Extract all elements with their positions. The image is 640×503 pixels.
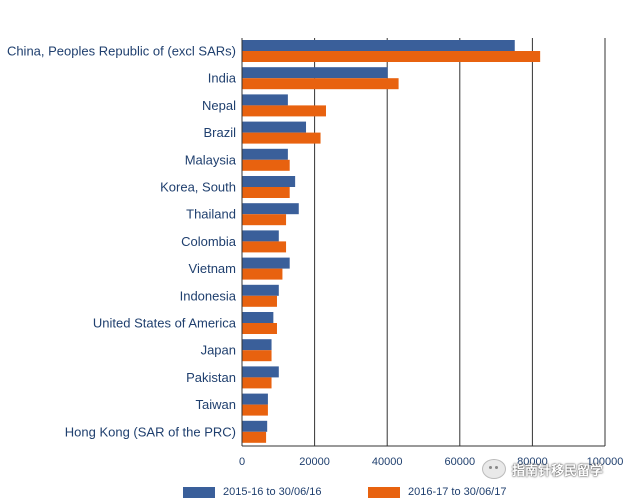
legend-item-series-2: 2016-17 to 30/06/17	[368, 486, 506, 498]
category-label: United States of America	[93, 316, 237, 331]
category-label: Korea, South	[160, 180, 236, 195]
watermark-text: 指南针移民留学	[512, 462, 604, 478]
legend-swatch-series-2	[368, 486, 400, 498]
bar-series-2	[242, 51, 541, 62]
bar-series-2	[242, 241, 287, 253]
bar-chart: China, Peoples Republic of (excl SARs) In…	[7, 38, 623, 468]
legend-label-series-2: 2016-17 to 30/06/17	[408, 486, 507, 498]
bar-series-1	[242, 40, 515, 51]
bar-series-1	[242, 284, 279, 296]
bar-series-2	[242, 295, 277, 307]
bar-series-2	[242, 78, 399, 90]
x-tick-label: 40000	[372, 456, 403, 468]
category-label: Vietnam	[189, 261, 236, 276]
watermark: 指南针移民留学	[482, 459, 603, 479]
bar-series-1	[242, 148, 288, 160]
gridlines	[314, 38, 606, 446]
bar-series-2	[242, 159, 290, 171]
bar-series-2	[242, 214, 287, 226]
category-label: Brazil	[203, 125, 236, 140]
bar-series-2	[242, 132, 321, 144]
x-tick-label: 0	[239, 456, 245, 468]
bar-series-2	[242, 431, 267, 443]
tick-labels: 0 20000 40000 60000 80000 100000	[239, 456, 623, 468]
wechat-icon	[482, 459, 506, 479]
bar-series-1	[242, 94, 288, 106]
category-label: China, Peoples Republic of (excl SARs)	[7, 44, 236, 59]
bar-series-1	[242, 203, 299, 215]
bar-series-1	[242, 312, 274, 323]
bar-series-2	[242, 323, 277, 334]
bar-series-2	[242, 187, 290, 198]
category-label: Nepal	[202, 98, 236, 113]
x-tick-label: 80000	[517, 456, 548, 468]
bar-series-1	[242, 339, 272, 351]
bars	[242, 40, 541, 443]
category-label: Colombia	[181, 234, 237, 249]
x-tick-label: 60000	[445, 456, 476, 468]
category-label: Thailand	[186, 207, 236, 222]
legend-swatch-series-1	[183, 486, 215, 498]
category-label: Taiwan	[196, 397, 236, 412]
bar-series-1	[242, 257, 290, 269]
bar-series-1	[242, 393, 268, 405]
legend-item-series-1: 2015-16 to 30/06/16	[183, 486, 321, 498]
x-tick-label: 100000	[587, 456, 624, 468]
bar-series-2	[242, 350, 272, 362]
x-tick-label: 20000	[299, 456, 330, 468]
legend: 2015-16 to 30/06/16 2016-17 to 30/06/17	[0, 484, 640, 503]
category-label: India	[208, 71, 237, 86]
category-label: Pakistan	[186, 370, 236, 385]
bar-series-2	[242, 268, 283, 280]
legend-label-series-1: 2015-16 to 30/06/16	[223, 486, 322, 498]
category-label: Indonesia	[180, 288, 237, 303]
bar-series-1	[242, 67, 388, 79]
bar-series-2	[242, 105, 326, 117]
bar-series-1	[242, 121, 307, 133]
category-labels: China, Peoples Republic of (excl SARs) In…	[7, 44, 237, 440]
category-label: Hong Kong (SAR of the PRC)	[65, 424, 236, 439]
bar-series-1	[242, 176, 296, 187]
axes	[241, 38, 605, 447]
bar-series-2	[242, 377, 272, 389]
category-label: Japan	[201, 343, 236, 358]
bar-series-2	[242, 404, 268, 416]
category-label: Malaysia	[185, 152, 237, 167]
bar-series-1	[242, 230, 279, 242]
bar-series-1	[242, 420, 268, 432]
bar-series-1	[242, 366, 279, 378]
